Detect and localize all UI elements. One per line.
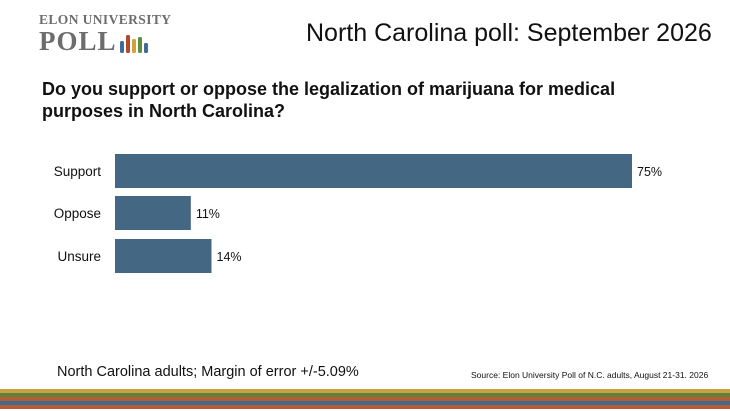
- value-label: 75%: [637, 165, 662, 179]
- logo-university-text: ELON UNIVERSITY: [39, 12, 172, 27]
- footer-stripe: [0, 397, 730, 401]
- elon-poll-logo: ELON UNIVERSITY POLL: [39, 12, 172, 58]
- source-note: Source: Elon University Poll of N.C. adu…: [471, 370, 709, 380]
- logo-bar-5: [144, 43, 148, 53]
- poll-question: Do you support or oppose the legalizatio…: [42, 79, 616, 121]
- logo-bars-icon: [120, 35, 148, 53]
- logo-bar-1: [120, 41, 124, 53]
- logo-poll-text: POLL: [39, 26, 117, 56]
- footer-stripe: [0, 405, 730, 409]
- footer-stripe: [0, 401, 730, 405]
- logo-bar-3: [132, 39, 136, 53]
- bar-chart: Support 75% Oppose 11% Unsure 14%: [54, 154, 662, 273]
- bar-oppose: [115, 196, 191, 230]
- category-label: Unsure: [57, 249, 101, 264]
- logo-bar-4: [138, 37, 142, 53]
- value-label: 11%: [196, 207, 220, 221]
- sample-note: North Carolina adults; Margin of error +…: [57, 364, 359, 380]
- category-label: Oppose: [54, 206, 101, 221]
- header-title: North Carolina poll: September 2026: [306, 19, 712, 47]
- footer-stripe: [0, 389, 730, 393]
- footer-stripe: [0, 393, 730, 397]
- value-label: 14%: [217, 250, 242, 264]
- bar-unsure: [115, 239, 212, 273]
- category-label: Support: [54, 164, 102, 179]
- logo-bar-2: [126, 35, 130, 53]
- bar-support: [115, 154, 632, 188]
